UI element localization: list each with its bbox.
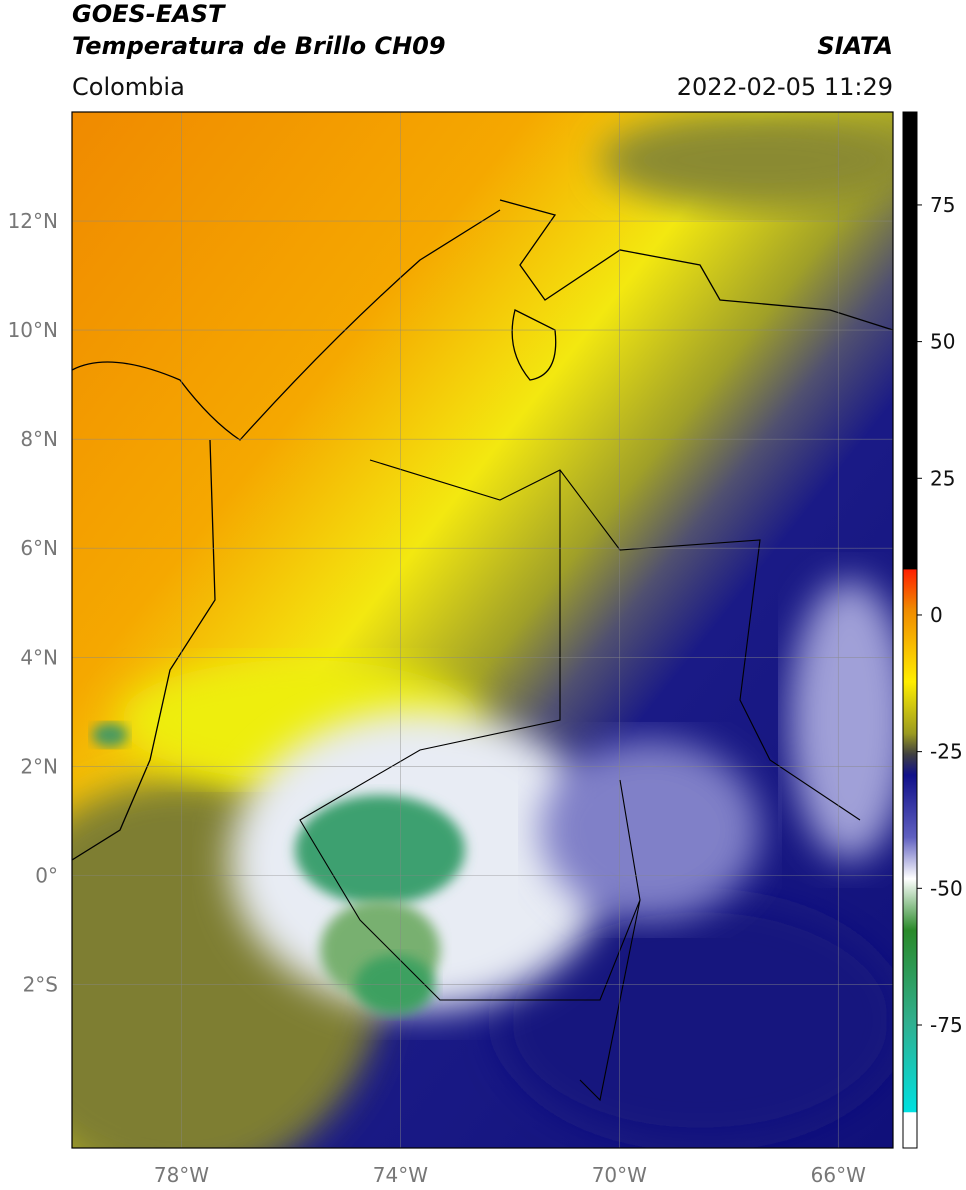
lon-tick-label: 78°W [154,1163,209,1187]
title: GOES-EAST [72,0,226,28]
colorbar-tick-label: 75 [930,193,955,217]
source: SIATA [817,32,893,60]
satellite-image [72,112,893,1148]
lat-tick-label: 8°N [20,427,58,451]
colorbar [902,111,918,1149]
datetime: 2022-02-05 11:29 [677,73,893,101]
title: Temperatura de Brillo CH09 [72,32,446,60]
lat-tick-label: 2°N [20,754,58,778]
lat-tick-label: 12°N [8,209,58,233]
lat-tick-label: 10°N [8,318,58,342]
colorbar-tick-label: 50 [930,330,955,354]
colorbar-tick-label: -75 [930,1013,963,1037]
lat-tick-label: 4°N [20,645,58,669]
lat-tick-label: 2°S [23,972,58,996]
colorbar-tick-label: 25 [930,466,955,490]
lon-tick-label: 70°W [592,1163,647,1187]
lat-tick-label: 0° [35,863,58,887]
lon-tick-label: 66°W [811,1163,866,1187]
region: Colombia [72,73,185,101]
colorbar-tick-label: -25 [930,740,963,764]
map-frame [71,111,894,1149]
colorbar-tick-label: 0 [930,603,943,627]
lon-tick-label: 74°W [373,1163,428,1187]
colorbar-tick-label: -50 [930,876,963,900]
lat-tick-label: 6°N [20,536,58,560]
